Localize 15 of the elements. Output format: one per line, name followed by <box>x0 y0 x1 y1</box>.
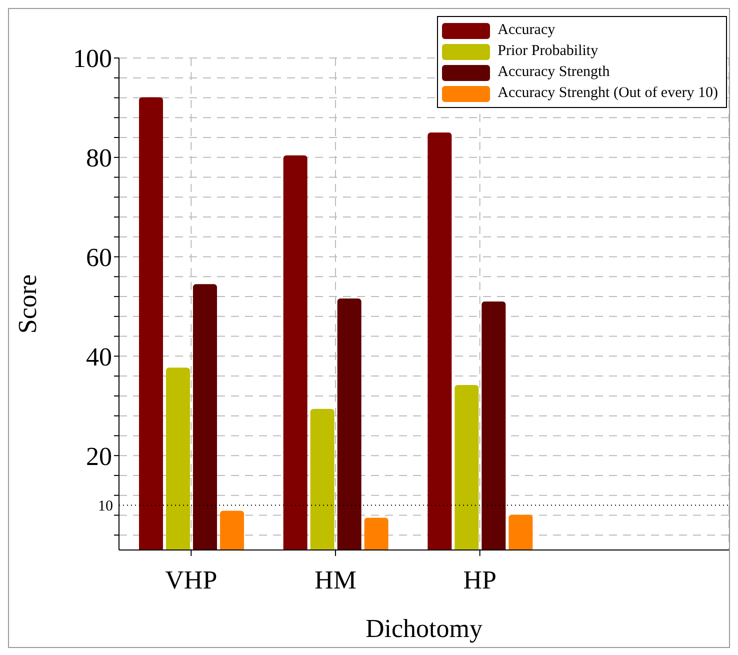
y-tick-label: 40 <box>86 342 112 372</box>
y-axis-title: Score <box>13 274 42 334</box>
x-axis-title: Dichotomy <box>366 614 482 643</box>
y-tick-label: 100 <box>73 44 112 74</box>
x-tick-label: HM <box>314 565 356 594</box>
y-tick-label: 60 <box>86 243 112 272</box>
legend-label: Prior Probability <box>498 43 598 60</box>
legend-label: Accuracy Strenght (Out of every 10) <box>498 85 718 102</box>
legend-label: Accuracy Strength <box>498 64 610 81</box>
legend-label: Accuracy <box>498 22 556 39</box>
y-tick-label: 80 <box>86 144 112 173</box>
x-tick-label: VHP <box>165 565 218 594</box>
y-tick-label: 20 <box>86 442 112 471</box>
ref-line-label: 10 <box>98 498 113 515</box>
x-tick-label: HP <box>463 565 496 594</box>
